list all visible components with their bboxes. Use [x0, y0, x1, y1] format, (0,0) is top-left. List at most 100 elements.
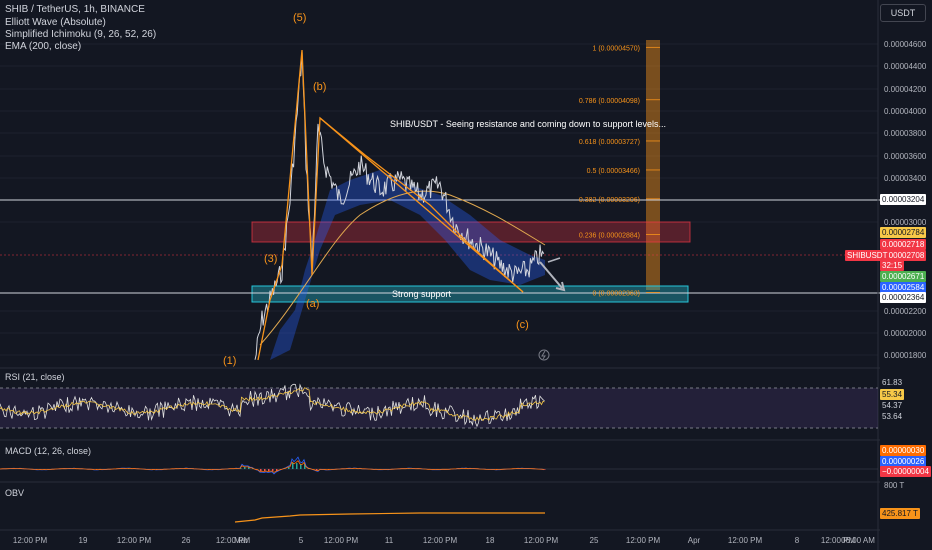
- elliott-wave-path[interactable]: [257, 49, 524, 361]
- resistance-zone[interactable]: [251, 221, 691, 243]
- price-tag: 0.00002671: [880, 271, 927, 282]
- x-axis-label: 12:00 PM: [523, 536, 559, 545]
- obv-line: [234, 512, 545, 523]
- annotation-text[interactable]: SHIB/USDT - Seeing resistance and coming…: [390, 119, 666, 129]
- price-axis-label: 0.00004400: [884, 62, 927, 71]
- price-tag: 0.00002708: [880, 250, 927, 261]
- obv-title[interactable]: OBV: [5, 488, 25, 498]
- wave-label-1: (1): [223, 355, 236, 367]
- currency-button[interactable]: USDT: [880, 4, 926, 22]
- projection-arrow: [539, 261, 566, 292]
- fib-level-label: 0.618 (0.00003727): [579, 139, 640, 146]
- price-tag: 0.00002784: [880, 227, 927, 238]
- fib-level-label: 0.236 (0.00002884): [579, 233, 640, 240]
- macd-title[interactable]: MACD (12, 26, close): [5, 446, 92, 456]
- macd-tag: 0.00000030: [880, 445, 927, 456]
- x-axis-label: Apr: [687, 536, 701, 545]
- symbol-tag: SHIBUSDT: [845, 250, 890, 261]
- macd-histogram-bar: [244, 466, 246, 469]
- macd-tag: 0.00000026: [880, 456, 927, 467]
- x-axis-label: 25: [589, 536, 599, 545]
- x-axis-label: 19: [78, 536, 88, 545]
- macd-signal-line: [0, 460, 545, 473]
- indicator-elliott[interactable]: Elliott Wave (Absolute): [5, 17, 106, 28]
- fib-level-label: 0.5 (0.00003466): [587, 168, 640, 175]
- macd-histogram-bar: [304, 463, 306, 469]
- price-axis-label: 0.00001800: [884, 351, 927, 360]
- price-axis-label: 0.00004600: [884, 40, 927, 49]
- wave-label-a: (a): [306, 298, 319, 310]
- x-axis-label: 12:00 PM: [625, 536, 661, 545]
- price-tag: 0.00002718: [880, 239, 927, 250]
- x-axis-label: 12:00 PM: [215, 536, 251, 545]
- indicator-ema[interactable]: EMA (200, close): [5, 41, 82, 52]
- macd-tag: −0.00000004: [880, 466, 931, 477]
- x-axis-label: 12:00 PM: [323, 536, 359, 545]
- x-axis-label: 26: [181, 536, 191, 545]
- price-axis-label: 0.00002200: [884, 307, 927, 316]
- x-axis-label: 06:00 AM: [841, 536, 875, 545]
- macd-histogram-bar: [292, 462, 294, 469]
- rsi-tag: 54.37: [882, 401, 903, 410]
- wave-label-c: (c): [516, 319, 529, 331]
- price-tag: 0.00002584: [880, 282, 927, 293]
- macd-histogram-bar: [316, 469, 318, 471]
- macd-histogram-bar: [288, 467, 290, 469]
- x-axis-label: 12:00 PM: [727, 536, 763, 545]
- macd-histogram-bar: [260, 469, 262, 472]
- fib-level-label: 1 (0.00004570): [593, 45, 640, 52]
- x-axis-label: Mar: [234, 536, 248, 545]
- price-axis-label: 0.00003400: [884, 174, 927, 183]
- countdown-tag: 32:15: [880, 260, 905, 271]
- price-tag: 0.00003204: [880, 194, 927, 205]
- price-axis-label: 0.00003000: [884, 218, 927, 227]
- fib-column: [646, 40, 660, 290]
- x-axis-label: 18: [485, 536, 495, 545]
- wave-label-3: (3): [264, 253, 277, 265]
- x-axis-label: 5: [298, 536, 304, 545]
- support-label[interactable]: Strong support: [392, 289, 452, 299]
- fib-level-label: 0 (0.00002363): [593, 290, 640, 297]
- symbol-title: SHIB / TetherUS, 1h, BINANCE: [5, 4, 145, 15]
- indicator-ichimoku[interactable]: Simplified Ichimoku (9, 26, 52, 26): [5, 29, 157, 40]
- downtrend-line[interactable]: [319, 117, 524, 293]
- macd-histogram-bar: [272, 469, 274, 472]
- rsi-tag: 61.83: [882, 378, 903, 387]
- lightning-icon[interactable]: [538, 349, 550, 361]
- x-axis-label: 12:00 PM: [422, 536, 458, 545]
- rsi-title[interactable]: RSI (21, close): [5, 372, 65, 382]
- x-axis-label: 11: [384, 536, 394, 545]
- price-axis-label: 0.00003600: [884, 152, 927, 161]
- wave-label-b: (b): [313, 81, 326, 93]
- macd-histogram-bar: [264, 469, 266, 472]
- macd-histogram-bar: [300, 464, 302, 469]
- wave-label-5: (5): [293, 12, 306, 24]
- support-zone[interactable]: [251, 285, 689, 303]
- macd-histogram-bar: [248, 466, 250, 469]
- macd-histogram-bar: [268, 469, 270, 472]
- price-tag: 0.00002364: [880, 292, 927, 303]
- macd-histogram-bar: [276, 469, 278, 472]
- projection-arrow-small: [547, 257, 561, 263]
- obv-tag: 425.817 T: [880, 508, 920, 519]
- x-axis-label: 12:00 PM: [12, 536, 48, 545]
- rsi-ma-line: [0, 387, 545, 422]
- rsi-tag: 55.34: [880, 389, 905, 400]
- macd-histogram-bar: [240, 468, 242, 469]
- ichimoku-cloud: [270, 170, 545, 360]
- price-axis-label: 0.00003800: [884, 129, 927, 138]
- fib-level-label: 0.786 (0.00004098): [579, 98, 640, 105]
- x-axis-label: 12:00 PM: [116, 536, 152, 545]
- x-axis-label: 12:00 PM: [820, 536, 856, 545]
- rsi-tag: 53.64: [882, 412, 903, 421]
- macd-histogram-bar: [544, 469, 546, 470]
- price-axis-label: 0.00002000: [884, 329, 927, 338]
- price-axis-label: 0.00004200: [884, 85, 927, 94]
- x-axis-label: 8: [794, 536, 800, 545]
- price-axis-label: 0.00004000: [884, 107, 927, 116]
- fib-level-label: 0.382 (0.00003206): [579, 197, 640, 204]
- macd-histogram-bar: [296, 463, 298, 469]
- rsi-line: [0, 383, 545, 428]
- obv-axis-label: 800 T: [884, 481, 905, 490]
